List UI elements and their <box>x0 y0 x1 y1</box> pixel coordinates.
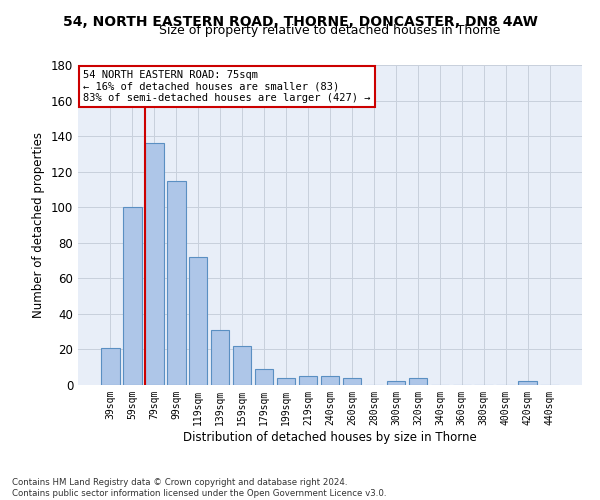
Y-axis label: Number of detached properties: Number of detached properties <box>32 132 45 318</box>
Bar <box>189 257 208 385</box>
Bar <box>409 378 427 385</box>
Bar <box>255 369 274 385</box>
Bar <box>518 382 537 385</box>
Bar <box>320 376 340 385</box>
Bar <box>145 143 164 385</box>
Bar <box>386 382 405 385</box>
Bar <box>277 378 295 385</box>
Bar <box>123 207 142 385</box>
Text: 54 NORTH EASTERN ROAD: 75sqm
← 16% of detached houses are smaller (83)
83% of se: 54 NORTH EASTERN ROAD: 75sqm ← 16% of de… <box>83 70 371 103</box>
Bar <box>167 180 185 385</box>
Bar <box>211 330 229 385</box>
X-axis label: Distribution of detached houses by size in Thorne: Distribution of detached houses by size … <box>183 430 477 444</box>
Text: 54, NORTH EASTERN ROAD, THORNE, DONCASTER, DN8 4AW: 54, NORTH EASTERN ROAD, THORNE, DONCASTE… <box>62 15 538 29</box>
Bar <box>299 376 317 385</box>
Bar <box>343 378 361 385</box>
Bar <box>101 348 119 385</box>
Title: Size of property relative to detached houses in Thorne: Size of property relative to detached ho… <box>160 24 500 38</box>
Bar <box>233 346 251 385</box>
Text: Contains HM Land Registry data © Crown copyright and database right 2024.
Contai: Contains HM Land Registry data © Crown c… <box>12 478 386 498</box>
